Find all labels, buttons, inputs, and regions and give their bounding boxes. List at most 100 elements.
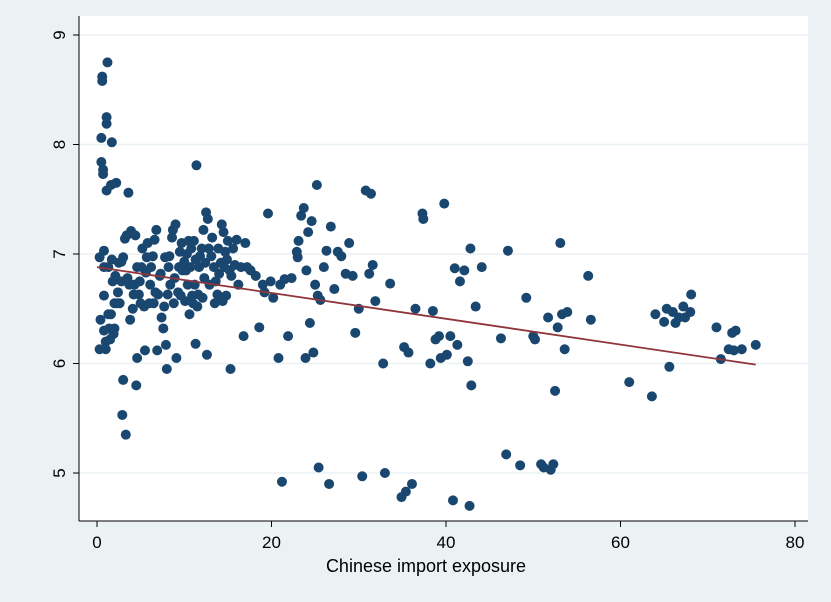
data-point — [163, 262, 174, 273]
x-tick-label: 80 — [786, 533, 805, 552]
data-point — [134, 276, 145, 287]
y-tick-label: 6 — [50, 359, 69, 368]
data-point — [308, 347, 319, 358]
data-point — [109, 323, 120, 334]
data-point — [171, 353, 182, 364]
data-point — [385, 278, 396, 289]
data-point — [501, 449, 512, 460]
data-point — [265, 276, 276, 287]
y-tick-label: 8 — [50, 140, 69, 149]
data-point — [439, 198, 450, 209]
data-point — [552, 322, 563, 333]
data-point — [555, 238, 566, 249]
data-point — [336, 251, 347, 262]
data-point — [365, 188, 376, 199]
data-point — [130, 230, 141, 241]
data-point — [131, 380, 142, 391]
y-tick-label: 9 — [50, 30, 69, 39]
data-point — [191, 160, 202, 171]
axes: 0 20 40 60 80 5 6 7 8 9 — [50, 16, 808, 552]
data-point — [521, 292, 532, 303]
data-point — [112, 287, 123, 298]
data-point — [111, 177, 122, 188]
data-point — [207, 232, 218, 243]
data-point — [156, 312, 167, 323]
data-point — [379, 468, 390, 478]
data-point — [310, 279, 321, 290]
data-point — [583, 270, 594, 281]
data-point — [283, 331, 294, 342]
data-point — [145, 279, 156, 290]
data-point — [293, 235, 304, 246]
data-point — [357, 471, 368, 482]
data-point — [201, 349, 212, 360]
data-point — [495, 333, 506, 344]
data-point — [452, 339, 463, 350]
data-point — [120, 429, 131, 440]
data-point — [263, 208, 274, 219]
data-point — [559, 344, 570, 355]
fit-line — [96, 266, 756, 366]
data-point — [218, 227, 229, 238]
data-point — [139, 345, 150, 356]
data-point — [159, 301, 170, 312]
data-point — [466, 380, 477, 391]
data-point — [370, 296, 381, 307]
data-point — [445, 331, 456, 342]
data-point — [97, 71, 108, 82]
data-point — [118, 252, 129, 263]
data-point — [465, 243, 476, 254]
data-point — [161, 363, 172, 374]
data-point — [196, 243, 207, 254]
data-point — [324, 478, 335, 489]
data-point — [222, 235, 233, 246]
data-points — [94, 57, 761, 511]
data-point — [98, 290, 109, 301]
data-point — [198, 224, 209, 235]
data-point — [117, 409, 128, 420]
data-point — [367, 259, 378, 270]
data-point — [678, 301, 689, 312]
data-point — [464, 500, 475, 511]
data-point — [127, 303, 138, 314]
data-point — [231, 234, 242, 245]
data-point — [350, 327, 361, 338]
data-point — [222, 254, 233, 265]
data-point — [303, 227, 314, 238]
data-point — [425, 358, 436, 369]
data-point — [170, 219, 181, 230]
data-point — [543, 312, 554, 323]
data-point — [182, 279, 193, 290]
data-point — [400, 486, 411, 497]
gridlines — [79, 34, 808, 474]
data-point — [186, 243, 197, 254]
data-point — [167, 232, 178, 243]
data-point — [306, 216, 317, 227]
data-point — [100, 344, 111, 355]
data-point — [164, 251, 175, 262]
data-point — [550, 385, 561, 396]
data-point — [168, 298, 179, 309]
data-point — [301, 265, 312, 276]
data-point — [311, 180, 322, 191]
data-point — [114, 298, 125, 309]
data-point — [146, 262, 157, 273]
data-point — [659, 316, 670, 327]
data-point — [202, 213, 213, 224]
data-point — [184, 309, 195, 320]
data-point — [228, 243, 239, 254]
data-point — [96, 157, 107, 168]
data-point — [730, 325, 741, 336]
fit-line-group — [96, 266, 756, 366]
data-point — [434, 331, 445, 342]
data-point — [98, 245, 109, 256]
data-point — [192, 301, 203, 312]
data-point — [529, 334, 540, 345]
x-axis-label: Chinese import exposure — [326, 556, 526, 576]
data-point — [250, 270, 261, 281]
data-point — [197, 292, 208, 303]
data-point — [585, 314, 596, 325]
data-point — [188, 235, 199, 246]
data-point — [447, 495, 458, 506]
